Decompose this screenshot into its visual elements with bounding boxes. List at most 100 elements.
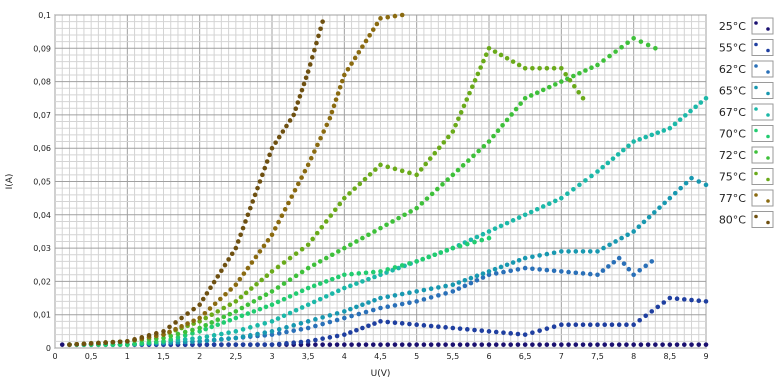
data-point: [313, 342, 318, 347]
data-point: [522, 255, 528, 261]
data-point: [625, 232, 630, 238]
data-point: [428, 342, 434, 347]
data-point: [320, 342, 325, 347]
data-point: [311, 262, 317, 268]
data-point: [226, 330, 231, 335]
data-point: [257, 306, 263, 312]
data-point: [354, 281, 359, 286]
data-point: [486, 272, 492, 278]
data-point: [221, 314, 227, 320]
legend-item[interactable]: 72°C: [719, 146, 774, 164]
data-point: [522, 265, 528, 271]
data-point: [125, 342, 130, 347]
data-point: [649, 309, 655, 314]
data-point: [337, 85, 343, 90]
data-point: [305, 162, 311, 168]
data-point: [281, 296, 287, 302]
data-point: [631, 322, 636, 327]
data-point: [580, 322, 586, 327]
data-point: [298, 339, 304, 345]
legend-marker: [766, 91, 770, 96]
data-point: [559, 342, 564, 347]
data-point: [249, 286, 254, 291]
data-point: [275, 316, 281, 321]
data-point: [513, 106, 519, 112]
data-point: [252, 192, 258, 198]
data-point: [81, 341, 87, 347]
data-point: [399, 168, 405, 174]
legend-item[interactable]: 55°C: [719, 39, 774, 56]
data-point: [317, 296, 323, 302]
data-point: [479, 237, 485, 243]
data-point: [378, 162, 383, 168]
data-point: [655, 304, 661, 310]
data-point: [504, 220, 510, 226]
data-point: [348, 306, 353, 312]
legend-item[interactable]: 70°C: [719, 125, 774, 142]
legend[interactable]: 25°C 55°C 62°C 65°C 67°C 70°C 72°C 75°C 77°C 80°C: [719, 17, 774, 228]
data-point: [384, 222, 389, 228]
data-point: [209, 324, 215, 330]
data-point: [240, 327, 246, 332]
data-point: [251, 299, 257, 304]
data-point: [275, 264, 281, 270]
data-point: [583, 68, 588, 73]
data-point: [305, 339, 311, 344]
data-point: [117, 339, 123, 345]
data-point: [276, 331, 282, 336]
data-point: [546, 201, 552, 206]
legend-swatch: [751, 17, 774, 35]
data-point: [366, 300, 371, 305]
legend-item[interactable]: 62°C: [719, 60, 774, 78]
data-point: [677, 117, 683, 122]
data-point: [399, 301, 405, 307]
data-point: [310, 55, 315, 60]
data-point: [203, 315, 208, 321]
data-point: [571, 186, 576, 192]
data-point: [207, 306, 213, 311]
data-point: [682, 342, 687, 347]
data-point: [580, 342, 586, 347]
data-point: [254, 281, 259, 287]
data-point: [269, 232, 275, 238]
data-point: [367, 33, 372, 38]
data-point: [250, 199, 256, 204]
data-point: [319, 224, 325, 230]
data-point: [321, 129, 326, 134]
legend-item[interactable]: 67°C: [719, 103, 774, 121]
data-point: [372, 274, 377, 280]
data-point: [566, 249, 571, 254]
data-point: [655, 130, 661, 135]
data-point: [248, 333, 253, 338]
legend-item[interactable]: 25°C: [719, 17, 774, 35]
data-point: [450, 342, 456, 347]
data-point: [59, 342, 65, 347]
data-point: [616, 322, 622, 327]
data-point: [342, 285, 347, 291]
data-point: [414, 172, 419, 178]
data-point: [240, 342, 246, 347]
data-point: [276, 134, 282, 140]
data-point: [265, 238, 271, 243]
legend-item[interactable]: 77°C: [719, 189, 774, 207]
data-points: [59, 12, 709, 347]
data-point: [450, 172, 456, 178]
data-point: [408, 209, 413, 214]
data-point: [352, 55, 358, 61]
data-point: [435, 186, 440, 192]
data-point: [179, 315, 184, 321]
data-point: [414, 322, 419, 327]
data-point: [299, 175, 304, 180]
data-point: [392, 342, 398, 347]
data-point: [305, 69, 311, 74]
x-tick-label: 6: [486, 352, 491, 361]
data-point: [682, 297, 687, 302]
legend-item[interactable]: 65°C: [719, 82, 774, 99]
data-point: [312, 47, 317, 53]
data-point: [245, 311, 251, 316]
data-point: [223, 291, 228, 297]
data-point: [491, 133, 496, 139]
data-point: [320, 336, 325, 341]
legend-item[interactable]: 75°C: [719, 168, 774, 185]
legend-item[interactable]: 80°C: [719, 211, 774, 228]
